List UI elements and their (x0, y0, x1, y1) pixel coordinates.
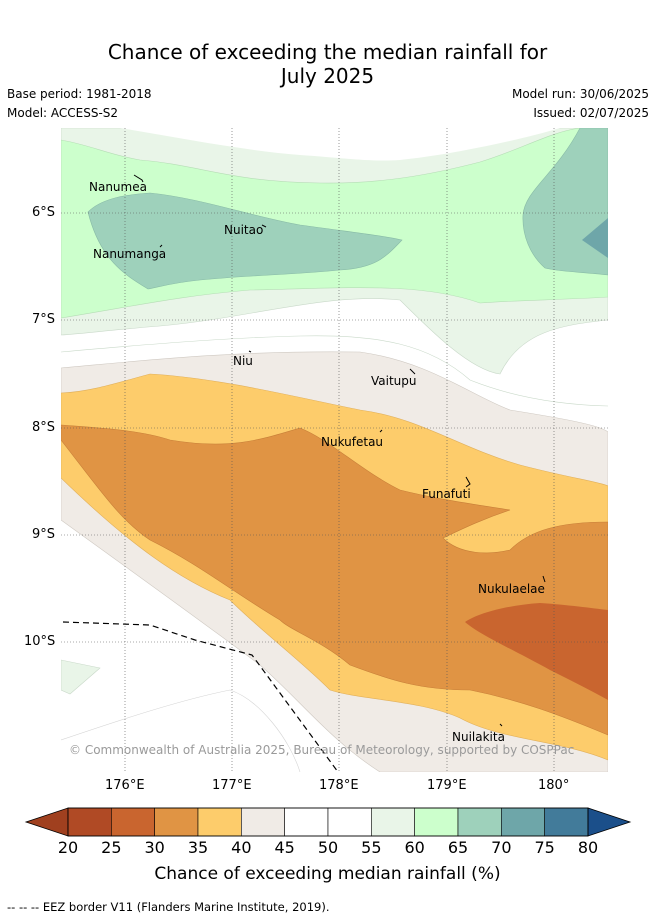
map-title-line1: Chance of exceeding the median rainfall … (107, 40, 548, 64)
colorbar-title: Chance of exceeding median rainfall (%) (154, 864, 501, 884)
colorbar-tick-label: 40 (231, 838, 252, 857)
band-65-70-west (87, 192, 403, 290)
model-name: Model: ACCESS-S2 (7, 106, 119, 120)
colorbar-tick-label: 75 (534, 838, 555, 857)
place-nanumanga: Nanumanga (93, 247, 167, 261)
colorbar-arrow-left (24, 807, 69, 837)
colorbar-cell (501, 807, 545, 837)
colorbar-arrow-right (587, 807, 632, 837)
colorbar-tick-label: 50 (317, 838, 339, 857)
colorbar-cell (197, 807, 242, 837)
colorbar-tick-label: 55 (361, 838, 382, 857)
colorbar-cell (154, 807, 199, 837)
copyright-notice: © Commonwealth of Australia 2025, Bureau… (69, 743, 575, 757)
issued-date: Issued: 02/07/2025 (533, 106, 649, 120)
lon-label-177e: 177°E (212, 778, 252, 793)
base-period: Base period: 1981-2018 (7, 87, 152, 101)
eez-border (62, 621, 339, 772)
place-nanumea: Nanumea (89, 180, 147, 194)
lon-label-178e: 178°E (319, 778, 359, 793)
colorbar-tick-label: 60 (404, 838, 425, 857)
colorbar-tick-label: 65 (447, 838, 469, 857)
place-funafuti: Funafuti (422, 487, 471, 501)
lat-label-9s: 9°S (32, 527, 56, 542)
colorbar-tick-label: 20 (57, 838, 79, 857)
lon-label-180: 180° (538, 778, 570, 793)
map-title-line2: July 2025 (280, 64, 375, 88)
colorbar-cell (544, 807, 589, 837)
model-run: Model run: 30/06/2025 (511, 87, 649, 101)
band-70-75 (582, 218, 608, 258)
colorbar-tick-label: 45 (274, 838, 295, 857)
lat-label-10s: 10°S (24, 634, 56, 649)
colorbar-cell (111, 807, 155, 837)
lat-label-7s: 7°S (32, 312, 56, 327)
lon-label-176e: 176°E (105, 778, 145, 793)
colorbar-cell (67, 807, 112, 837)
place-niu: Niu (233, 354, 253, 368)
place-nuitao: Nuitao (224, 223, 264, 237)
colorbar-cell (241, 807, 285, 837)
colorbar-cell (457, 807, 502, 837)
band-30-35 (61, 424, 608, 736)
colorbar-tick-label: 70 (491, 838, 512, 857)
eez-legend: -- -- -- EEZ border V11 (Flanders Marine… (7, 900, 330, 914)
place-nukulaelae: Nukulaelae (478, 582, 545, 596)
lat-label-6s: 6°S (32, 205, 56, 220)
colorbar-tick-label: 25 (101, 838, 122, 857)
colorbar-cell (327, 807, 372, 837)
lon-label-179e: 179°E (427, 778, 467, 793)
place-vaitupu: Vaitupu (371, 374, 417, 388)
band-25-30 (465, 603, 608, 700)
colorbar (24, 807, 632, 837)
colorbar-cell (414, 807, 459, 837)
colorbar-tick-label: 30 (144, 838, 165, 857)
colorbar-tick-label: 80 (577, 838, 599, 857)
place-nuilakita: Nuilakita (452, 730, 505, 744)
colorbar-tick-label: 35 (187, 838, 209, 857)
place-nukufetau: Nukufetau (321, 435, 384, 449)
colorbar-cell (284, 807, 329, 837)
lat-label-8s: 8°S (32, 420, 56, 435)
colorbar-cell (371, 807, 415, 837)
